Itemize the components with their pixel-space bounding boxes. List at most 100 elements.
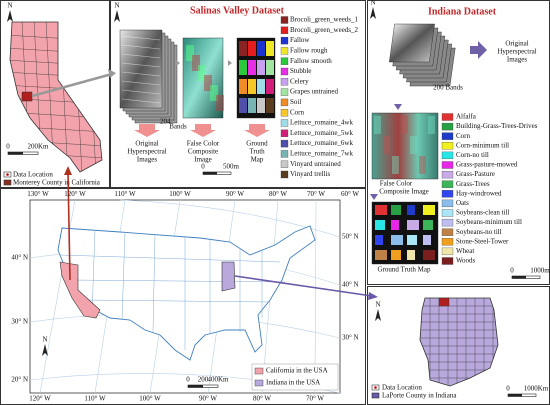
label: Alfalfa [456, 113, 477, 121]
label: 70° W [306, 395, 324, 403]
label: Images [137, 156, 157, 164]
image-texture [428, 116, 435, 134]
label: 90° W [226, 190, 244, 198]
county-lines [420, 298, 498, 386]
legend-swatch [280, 67, 289, 76]
label: 120° W [29, 395, 51, 403]
state-line [59, 254, 281, 263]
label: N [375, 301, 380, 309]
map-patch [257, 98, 265, 113]
state-line [152, 233, 156, 333]
map-patch [375, 205, 387, 215]
image-texture [121, 80, 161, 86]
step-arrow [394, 104, 402, 110]
label: Images [507, 56, 527, 64]
legend-swatch [441, 132, 454, 140]
image-texture [121, 62, 161, 68]
label: Lettuce_romaine_6wk [290, 139, 353, 147]
label: 100° W [139, 395, 161, 403]
panel-frame [110, 0, 366, 188]
legend-swatch [280, 170, 289, 179]
usa-shape [57, 225, 316, 361]
link-arrow [31, 72, 113, 98]
label: Map [251, 156, 264, 164]
map-patch [423, 205, 435, 215]
arrow-head [108, 69, 116, 78]
label: Wheat [456, 247, 474, 255]
label: Grass-pasture-mowed [456, 161, 518, 169]
label: Vinyard trellis [290, 170, 330, 178]
label: 40° N [342, 281, 359, 289]
image-texture [392, 156, 399, 174]
label: 30° N [342, 334, 359, 342]
legend-swatch [441, 113, 454, 121]
legend-swatch [280, 26, 289, 34]
label: Oats [456, 199, 469, 207]
north-arrow [370, 7, 376, 19]
legend-swatch [441, 238, 454, 246]
label: Ground Truth Map [378, 266, 431, 274]
down-arrow [190, 124, 216, 137]
right-arrow [470, 41, 487, 59]
legend-swatch [280, 88, 289, 96]
legend-swatch [441, 209, 454, 217]
label: 200 [198, 376, 209, 384]
legend-swatch [441, 180, 454, 188]
label: False Color [187, 140, 220, 148]
map-patch [391, 235, 403, 245]
label: 70° W [307, 190, 325, 198]
legend-swatch [441, 122, 454, 131]
image-texture [192, 55, 200, 71]
label: 30° N [11, 318, 28, 326]
label: Composite [188, 148, 218, 156]
legend-dot [374, 386, 377, 389]
map-patch [266, 60, 274, 75]
map-patch [248, 60, 256, 75]
state-line [81, 299, 271, 303]
legend-swatch [441, 161, 454, 169]
north-arrow [7, 10, 13, 22]
label: 0 [506, 385, 510, 393]
image-texture [419, 156, 426, 174]
map-patch [248, 79, 256, 94]
legend-swatch [441, 218, 454, 227]
legend-swatch [441, 247, 454, 256]
label: Lettuce_romaine_7wk [290, 150, 353, 158]
label: 0 [186, 376, 190, 384]
label: Grass-Trees [456, 180, 490, 188]
step-arrow [370, 194, 378, 200]
legend-swatch [280, 47, 289, 55]
map-patch [391, 205, 401, 215]
label: 120° W [64, 190, 86, 198]
label: Fallow rough [290, 47, 328, 55]
california-shape [9, 21, 103, 173]
map-patch [248, 41, 256, 56]
map-patch [407, 235, 417, 245]
false-color-image [371, 112, 439, 180]
label: Salinas Valley Dataset [190, 5, 285, 16]
map-patch [423, 250, 435, 260]
label: Soybeans-minimum till [456, 218, 522, 226]
label: Soybeans-no till [456, 228, 502, 236]
map-patch [239, 41, 247, 56]
label: Hay-windrowed [456, 189, 502, 197]
legend-swatch [371, 392, 380, 399]
image-texture [186, 45, 194, 61]
scale-bar [508, 394, 522, 397]
label: 130° W [27, 190, 49, 198]
image-texture [121, 89, 161, 95]
image-texture [121, 44, 161, 50]
label: 400Km [208, 376, 230, 384]
label: 40° N [11, 254, 28, 262]
map-patch [375, 220, 385, 230]
map-patch [375, 235, 383, 245]
label: Corn-no till [456, 151, 489, 159]
label: 1000m [530, 267, 550, 275]
legend-swatch [254, 367, 264, 375]
label: LaPorte County in Indiana [382, 392, 457, 400]
step-arrow [228, 60, 232, 66]
label: Brocoli_green_weeds_1 [290, 16, 359, 24]
monterey-county [21, 91, 33, 102]
label: Composite Image [379, 188, 429, 196]
